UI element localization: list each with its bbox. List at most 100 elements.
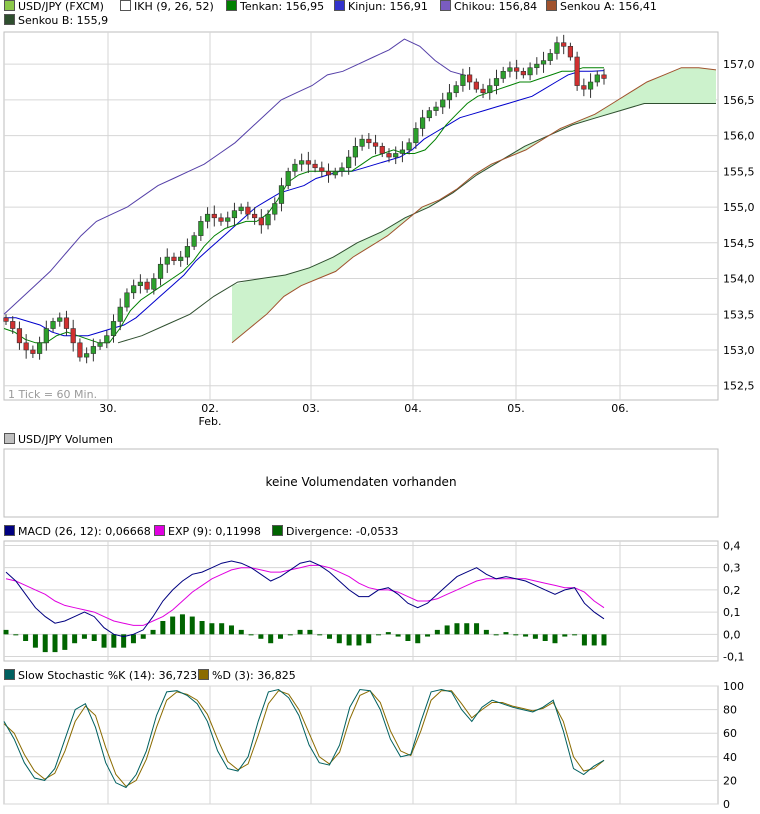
divergence-bar-24 [238,629,244,635]
divergence-bar-51 [503,632,509,635]
macd-chart: 0,4 0,3 0,2 0,1 0,0 -0,1 [3,539,744,664]
candle-body-48 [325,171,332,176]
divergence-swatch [272,525,283,536]
price-x-tick-2: 03. [302,402,320,415]
divergence-bar-29 [287,634,293,636]
candle-body-51 [346,156,352,169]
candle-body-71 [480,88,486,94]
candle-body-54 [366,138,372,144]
divergence-bar-42 [415,634,421,644]
candle-body-82 [554,42,560,54]
divergence-bar-12 [121,634,127,648]
candle-body-6 [43,328,49,344]
price-y-tick-4: 154,5 [723,237,755,250]
divergence-bar-50 [493,634,499,636]
divergence-bar-47 [464,623,470,635]
candle-body-27 [184,246,191,258]
main-legend-row2: Senkou B: 155,9 [0,14,300,28]
divergence-bar-61 [601,634,607,646]
stoch-y-tick-3: 40 [723,751,737,764]
d-swatch [198,669,209,680]
divergence-bar-16 [160,621,166,635]
candle-body-59 [399,149,406,154]
price-x-tick-1: 02. [201,402,219,415]
candle-body-3 [23,342,29,351]
volume-legend: USD/JPY Volumen [0,433,300,447]
divergence-bar-45 [444,625,450,635]
candle-body-33 [225,217,231,222]
candle-body-19 [131,285,137,294]
candle-body-7 [50,321,56,329]
legend-label-chikou: Chikou: 156,84 [454,0,538,13]
candle-body-67 [453,85,459,94]
candle-body-12 [84,353,90,358]
macd-y-tick-2: 0,2 [723,584,741,597]
divergence-bar-10 [101,634,107,648]
candle-body-41 [278,185,285,204]
candle-body-29 [198,221,204,236]
divergence-bar-46 [454,623,460,635]
price-x-tick-5: 06. [611,402,629,415]
candle-body-30 [204,213,211,222]
candle-body-13 [90,346,96,354]
macd-line [5,560,605,638]
divergence-bar-34 [336,634,342,644]
divergence-bar-7 [72,634,78,644]
stoch-y-tick-1: 80 [723,704,737,717]
volume-title: USD/JPY Volumen [18,433,113,446]
k-swatch [4,669,15,680]
candle-body-53 [359,138,365,147]
candle-body-61 [413,128,419,144]
candle-body-57 [386,153,392,158]
divergence-bar-22 [219,623,225,635]
candle-body-38 [258,217,264,226]
price-y-tick-6: 155,5 [723,165,755,178]
divergence-bar-41 [405,634,411,641]
legend-item-senkou-a: Senkou A: 156,41 [546,0,657,14]
price-x-tick-3: 04. [404,402,422,415]
divergence-bar-48 [474,623,480,635]
stoch-frame [3,685,719,805]
legend-label-senkou-b: Senkou B: 155,9 [18,14,109,27]
divergence-bar-54 [532,634,538,639]
divergence-bar-0 [3,629,9,635]
senkou-a-swatch [546,0,557,11]
price-swatch [4,0,15,11]
senkou-b-swatch [4,14,15,25]
price-x-sublabel-1: Feb. [199,415,222,428]
kinjun-line [4,70,605,337]
macd-y-tick-1: 0,3 [723,562,741,575]
divergence-bar-35 [346,634,352,646]
candle-body-14 [97,342,103,347]
candle-body-5 [36,342,43,354]
stoch-y-tick-2: 60 [723,727,737,740]
candle-body-21 [144,281,150,290]
candle-body-16 [110,321,117,336]
candle-body-72 [487,85,493,94]
tenkan-line [3,67,604,344]
candle-body-56 [379,146,385,154]
divergence-bar-32 [317,634,323,636]
candle-body-89 [601,74,607,79]
legend-label-senkou-a: Senkou A: 156,41 [560,0,657,13]
candle-body-76 [514,67,520,72]
price-y-tick-8: 156,5 [723,94,755,107]
candle-body-43 [292,163,298,172]
divergence-bar-5 [52,634,58,653]
divergence-bar-40 [395,634,401,637]
candle-body-39 [265,213,271,226]
candle-body-83 [561,42,567,47]
macd-swatch [4,525,15,536]
divergence-bar-44 [434,629,440,635]
stoch-k-line [3,688,605,789]
legend-item-ikh: IKH (9, 26, 52) [120,0,214,14]
divergence-bar-9 [91,634,97,641]
legend-label-divergence: Divergence: -0,0533 [286,525,399,538]
legend-item-price: USD/JPY (FXCM) [4,0,104,14]
macd-y-tick-3: 0,1 [723,606,741,619]
legend-item-kinjun: Kinjun: 156,91 [334,0,428,14]
macd-y-tick-4: 0,0 [723,628,741,641]
divergence-bar-25 [248,634,254,636]
legend-item-d: %D (3): 36,825 [198,669,296,683]
candle-body-55 [372,142,379,147]
